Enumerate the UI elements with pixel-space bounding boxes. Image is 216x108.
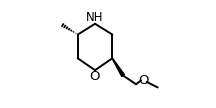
- Text: O: O: [90, 70, 100, 83]
- Polygon shape: [112, 58, 124, 76]
- Text: O: O: [138, 75, 149, 87]
- Text: NH: NH: [86, 11, 104, 24]
